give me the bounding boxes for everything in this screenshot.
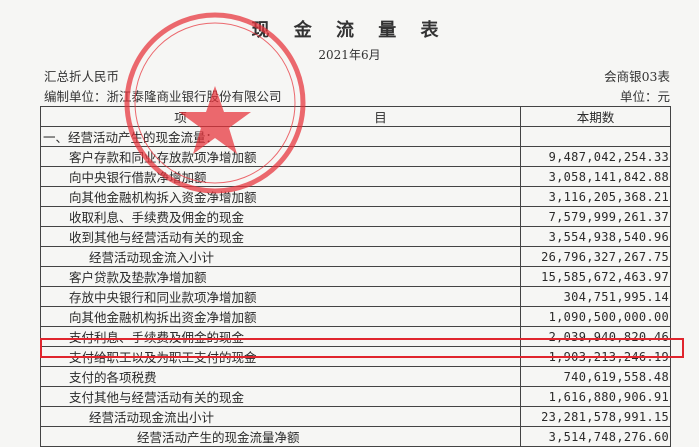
row-label: 一、经营活动产生的现金流量： — [40, 126, 521, 147]
table-row: 收取利息、手续费及佣金的现金 7,579,999,261.37 — [40, 206, 671, 227]
row-label: 收到其他与经营活动有关的现金 — [40, 226, 521, 247]
row-value: 3,514,748,276.60 — [520, 426, 671, 447]
row-label: 客户贷款及垫款净增加额 — [40, 266, 521, 287]
preparer: 编制单位：浙江泰隆商业银行股份有限公司 — [44, 89, 282, 104]
row-label: 向其他金融机构拆出资金净增加额 — [40, 306, 521, 327]
row-label: 经营活动现金流出小计 — [40, 406, 521, 427]
row-label: 向中央银行借款净增加额 — [40, 166, 521, 187]
table-row: 收到其他与经营活动有关的现金 3,554,938,540.96 — [40, 226, 671, 247]
report-period: 2021年6月 — [318, 48, 381, 62]
row-label: 收取利息、手续费及佣金的现金 — [40, 206, 521, 227]
row-value: 15,585,672,463.97 — [520, 266, 671, 287]
header-item: 项 目 — [40, 106, 521, 127]
row-label: 向其他金融机构拆入资金净增加额 — [40, 186, 521, 207]
row-label: 经营活动现金流入小计 — [40, 246, 521, 267]
row-value: 740,619,558.48 — [520, 366, 671, 387]
table-row: 向中央银行借款净增加额 3,058,141,842.88 — [40, 166, 671, 187]
table-row: 向其他金融机构拆入资金净增加额 3,116,205,368.21 — [40, 186, 671, 207]
row-value: 1,616,880,906.91 — [520, 386, 671, 407]
table-row: 客户贷款及垫款净增加额 15,585,672,463.97 — [40, 266, 671, 287]
row-value: 2,039,940,820.46 — [520, 326, 671, 347]
row-value: 9,487,042,254.33 — [520, 146, 671, 167]
row-value — [520, 126, 671, 147]
row-label: 客户存款和同业存放款项净增加额 — [40, 146, 521, 167]
row-value: 23,281,578,991.15 — [520, 406, 671, 427]
header-amount: 本期数 — [520, 106, 671, 127]
row-label: 支付利息、手续费及佣金的现金 — [40, 326, 521, 347]
table-row: 经营活动现金流入小计 26,796,327,267.75 — [40, 246, 671, 267]
table-row: 存放中央银行和同业款项净增加额 304,751,995.14 — [40, 286, 671, 307]
row-label: 支付给职工以及为职工支付的现金 — [40, 346, 521, 367]
row-value: 3,554,938,540.96 — [520, 226, 671, 247]
currency-note: 汇总折人民币 — [44, 69, 120, 84]
table-row: 经营活动产生的现金流量净额 3,514,748,276.60 — [40, 426, 671, 447]
row-value: 7,579,999,261.37 — [520, 206, 671, 227]
unit: 单位：元 — [619, 89, 670, 104]
cash-flow-table: 项 目 本期数 一、经营活动产生的现金流量： 客户存款和同业存放款项净增加额 9,4… — [40, 106, 671, 447]
row-label: 经营活动产生的现金流量净额 — [40, 426, 521, 447]
row-value: 1,090,500,000.00 — [520, 306, 671, 327]
row-label: 支付其他与经营活动有关的现金 — [40, 386, 521, 407]
row-label: 支付的各项税费 — [40, 366, 521, 387]
table-row: 向其他金融机构拆出资金净增加额 1,090,500,000.00 — [40, 306, 671, 327]
table-header: 项 目 本期数 — [40, 106, 671, 127]
table-row: 支付其他与经营活动有关的现金 1,616,880,906.91 — [40, 386, 671, 407]
row-label: 存放中央银行和同业款项净增加额 — [40, 286, 521, 307]
row-value: 3,058,141,842.88 — [520, 166, 671, 187]
table-row: 支付利息、手续费及佣金的现金 2,039,940,820.46 — [40, 326, 671, 347]
table-row: 经营活动现金流出小计 23,281,578,991.15 — [40, 406, 671, 427]
table-row: 支付的各项税费 740,619,558.48 — [40, 366, 671, 387]
table-row: 客户存款和同业存放款项净增加额 9,487,042,254.33 — [40, 146, 671, 167]
table-row: 一、经营活动产生的现金流量： — [40, 126, 671, 147]
row-value: 1,903,213,246.19 — [520, 346, 671, 367]
row-value: 3,116,205,368.21 — [520, 186, 671, 207]
form-code: 会商银03表 — [604, 69, 670, 84]
row-value: 26,796,327,267.75 — [520, 246, 671, 267]
document-title: 现 金 流 量 表 — [251, 20, 448, 41]
table-row: 支付给职工以及为职工支付的现金 1,903,213,246.19 — [40, 346, 671, 367]
row-value: 304,751,995.14 — [520, 286, 671, 307]
